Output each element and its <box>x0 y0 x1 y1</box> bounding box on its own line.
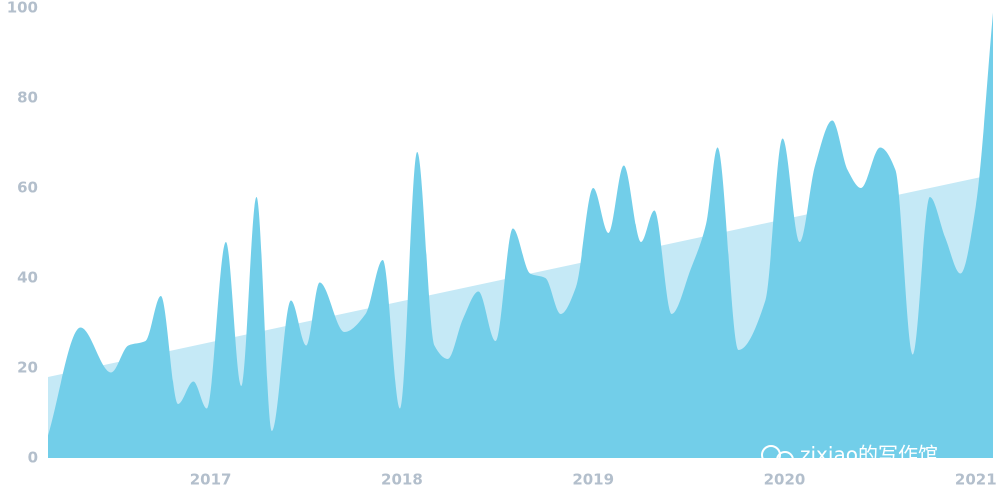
area <box>48 12 993 458</box>
x-tick-label: 2020 <box>764 471 806 489</box>
x-tick-label: 2021 <box>955 471 997 489</box>
x-tick-label: 2019 <box>572 471 614 489</box>
y-tick-label: 80 <box>17 89 38 107</box>
y-tick-label: 0 <box>28 449 38 467</box>
y-tick-label: 20 <box>17 359 38 377</box>
wechat-icon <box>776 451 794 469</box>
plot <box>48 12 993 458</box>
y-tick-label: 60 <box>17 179 38 197</box>
y-tick-label: 100 <box>7 0 38 17</box>
watermark: zixiao的写作馆 <box>800 443 938 467</box>
y-tick-label: 40 <box>17 269 38 287</box>
x-tick-label: 2018 <box>381 471 423 489</box>
x-tick-label: 2017 <box>190 471 232 489</box>
